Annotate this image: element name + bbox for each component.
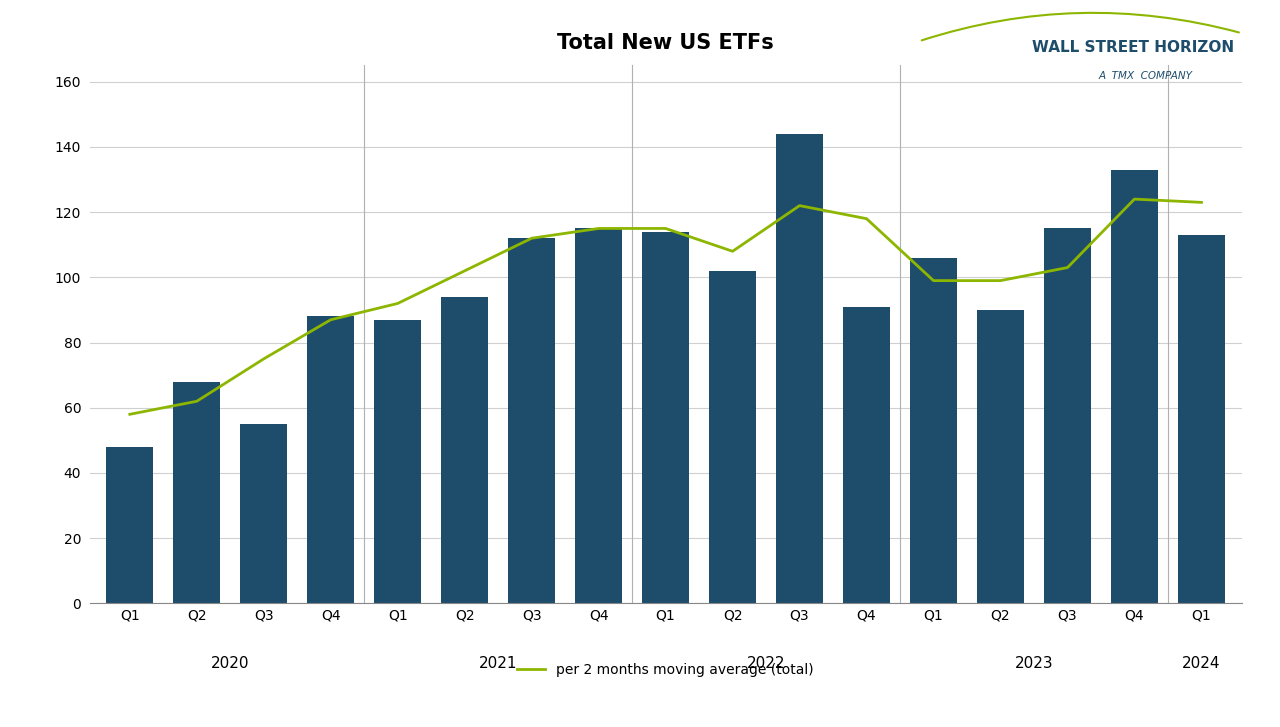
- Bar: [910, 258, 957, 603]
- Bar: [844, 307, 890, 603]
- Text: A  TMX  COMPANY: A TMX COMPANY: [1098, 71, 1193, 81]
- Bar: [709, 271, 756, 603]
- Bar: [442, 297, 488, 603]
- Title: Total New US ETFs: Total New US ETFs: [557, 33, 774, 53]
- Bar: [106, 447, 154, 603]
- Bar: [307, 316, 355, 603]
- Bar: [1178, 235, 1225, 603]
- Bar: [173, 382, 220, 603]
- Bar: [1044, 228, 1091, 603]
- Text: 2023: 2023: [1015, 656, 1053, 671]
- Bar: [977, 310, 1024, 603]
- Bar: [1111, 170, 1158, 603]
- Legend: per 2 months moving average (total): per 2 months moving average (total): [512, 657, 819, 683]
- Text: 2024: 2024: [1183, 656, 1221, 671]
- Bar: [374, 320, 421, 603]
- Text: WALL STREET HORIZON: WALL STREET HORIZON: [1032, 40, 1234, 55]
- Bar: [776, 134, 823, 603]
- Bar: [508, 238, 556, 603]
- Text: 2021: 2021: [479, 656, 517, 671]
- Text: 2020: 2020: [211, 656, 250, 671]
- Bar: [575, 228, 622, 603]
- Text: 2022: 2022: [746, 656, 786, 671]
- Bar: [241, 424, 287, 603]
- Bar: [643, 232, 689, 603]
